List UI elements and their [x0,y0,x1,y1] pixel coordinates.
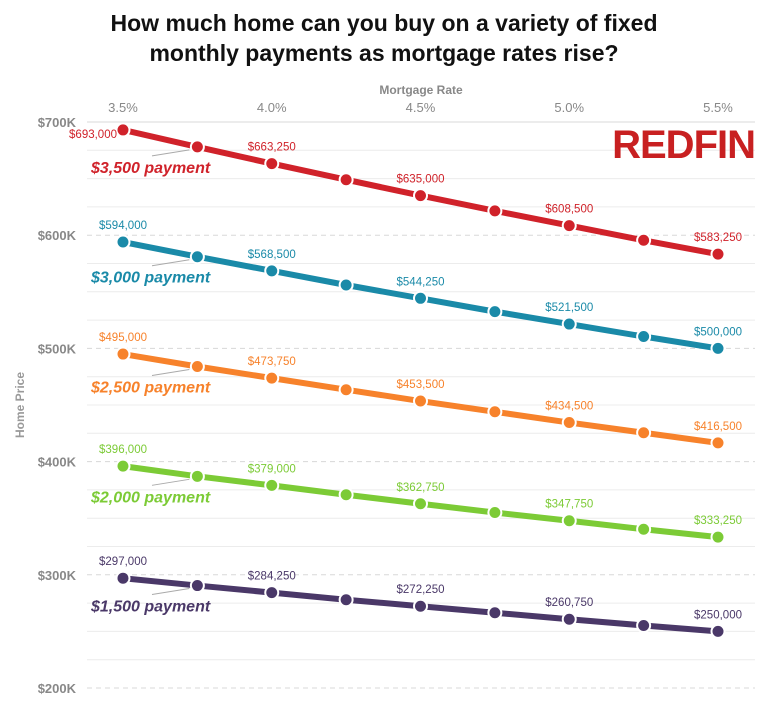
data-point [413,290,428,306]
data-point [487,203,503,219]
data-point [561,316,577,332]
data-label: $635,000 [397,174,445,186]
x-tick-label: 4.0% [257,100,287,115]
chart-title: How much home can you buy on a variety o… [110,10,658,66]
data-label: $544,250 [397,276,445,288]
data-label: $693,000 [69,129,117,141]
data-point [636,232,652,248]
data-point [189,578,205,594]
data-label: $500,000 [694,326,742,338]
data-point [413,496,428,512]
data-point [264,477,280,493]
data-label: $362,750 [397,482,445,494]
data-label: $396,000 [99,444,147,456]
data-point [710,529,726,545]
data-point [413,393,428,409]
data-point [636,425,652,441]
leader-line [151,369,190,377]
x-tick-label: 5.5% [703,100,733,115]
x-tick-label: 5.0% [554,100,584,115]
data-label: $416,500 [694,421,742,433]
data-label: $521,500 [545,302,593,314]
data-point [487,404,503,420]
data-point [710,435,726,451]
data-point [338,592,354,608]
data-label: $250,000 [694,609,742,621]
data-point [487,505,503,521]
y-axis-label: Home Price [13,372,27,438]
data-point [561,218,577,234]
leader-line [151,478,190,486]
data-point [710,623,726,639]
data-point [636,521,652,537]
data-label: $663,250 [248,142,296,154]
data-point [115,570,131,586]
leader-line [151,259,190,267]
leader-line [151,588,190,596]
y-tick-label: $200K [38,681,77,696]
data-label: $495,000 [99,332,147,344]
data-point [264,585,280,601]
data-point [710,246,726,262]
data-point [636,617,652,633]
data-point [115,122,131,138]
y-tick-label: $700K [38,115,77,130]
y-tick-label: $400K [38,455,77,470]
y-tick-label: $300K [38,568,77,583]
series-label: $2,500 payment [90,380,211,397]
data-point [413,188,428,204]
data-label: $347,750 [545,499,593,511]
data-point [561,415,577,431]
data-label: $453,500 [397,379,445,391]
data-point [338,487,354,503]
data-point [338,382,354,398]
data-point [189,139,205,155]
data-label: $260,750 [545,597,593,609]
data-point [189,359,205,375]
data-point [115,458,131,474]
data-label: $284,250 [248,571,296,583]
data-point [115,346,131,362]
x-axis-label: Mortgage Rate [379,83,463,97]
data-label: $594,000 [99,220,147,232]
series-label: $1,500 payment [90,599,211,616]
redfin-logo: REDFIN [612,123,755,167]
data-point [487,304,503,320]
data-point [264,370,280,386]
y-tick-label: $500K [38,341,77,356]
data-point [189,468,205,484]
data-label: $568,500 [248,249,296,261]
data-point [264,263,280,279]
data-point [338,172,354,188]
data-label: $583,250 [694,232,742,244]
data-point [636,329,652,345]
data-label: $434,500 [545,401,593,413]
data-label: $272,250 [397,584,445,596]
data-point [115,234,131,250]
data-label: $379,000 [248,463,296,475]
y-tick-label: $600K [38,228,77,243]
data-point [487,605,503,621]
data-point [264,156,280,172]
data-point [710,340,726,356]
series-label: $3,000 payment [90,270,211,287]
x-tick-label: 4.5% [406,100,436,115]
data-point [561,611,577,627]
data-point [338,277,354,293]
data-label: $297,000 [99,556,147,568]
data-label: $608,500 [545,204,593,216]
data-label: $473,750 [248,356,296,368]
data-point [189,249,205,265]
data-point [561,513,577,529]
data-label: $333,250 [694,515,742,527]
data-point [413,598,428,614]
series-label: $3,500 payment [90,160,211,177]
x-tick-label: 3.5% [108,100,138,115]
series-label: $2,000 payment [90,489,211,506]
leader-line [151,149,190,157]
